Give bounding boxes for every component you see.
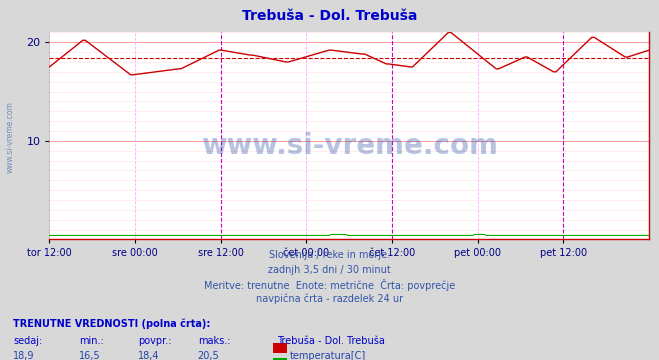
Text: zadnjh 3,5 dni / 30 minut: zadnjh 3,5 dni / 30 minut [268, 265, 391, 275]
Text: www.si-vreme.com: www.si-vreme.com [5, 101, 14, 173]
Text: Trebuša - Dol. Trebuša: Trebuša - Dol. Trebuša [277, 336, 385, 346]
Text: maks.:: maks.: [198, 336, 230, 346]
Text: TRENUTNE VREDNOSTI (polna črta):: TRENUTNE VREDNOSTI (polna črta): [13, 319, 211, 329]
Text: 18,4: 18,4 [138, 351, 160, 360]
Text: Trebuša - Dol. Trebuša: Trebuša - Dol. Trebuša [242, 9, 417, 23]
Text: www.si-vreme.com: www.si-vreme.com [201, 132, 498, 160]
Text: navpična črta - razdelek 24 ur: navpična črta - razdelek 24 ur [256, 293, 403, 304]
Text: min.:: min.: [79, 336, 104, 346]
Text: 20,5: 20,5 [198, 351, 219, 360]
Text: 18,9: 18,9 [13, 351, 35, 360]
Text: povpr.:: povpr.: [138, 336, 172, 346]
Text: Slovenija / reke in morje.: Slovenija / reke in morje. [269, 250, 390, 260]
Text: 16,5: 16,5 [79, 351, 101, 360]
Text: Meritve: trenutne  Enote: metrične  Črta: povprečje: Meritve: trenutne Enote: metrične Črta: … [204, 279, 455, 291]
Text: sedaj:: sedaj: [13, 336, 42, 346]
Text: temperatura[C]: temperatura[C] [290, 351, 366, 360]
